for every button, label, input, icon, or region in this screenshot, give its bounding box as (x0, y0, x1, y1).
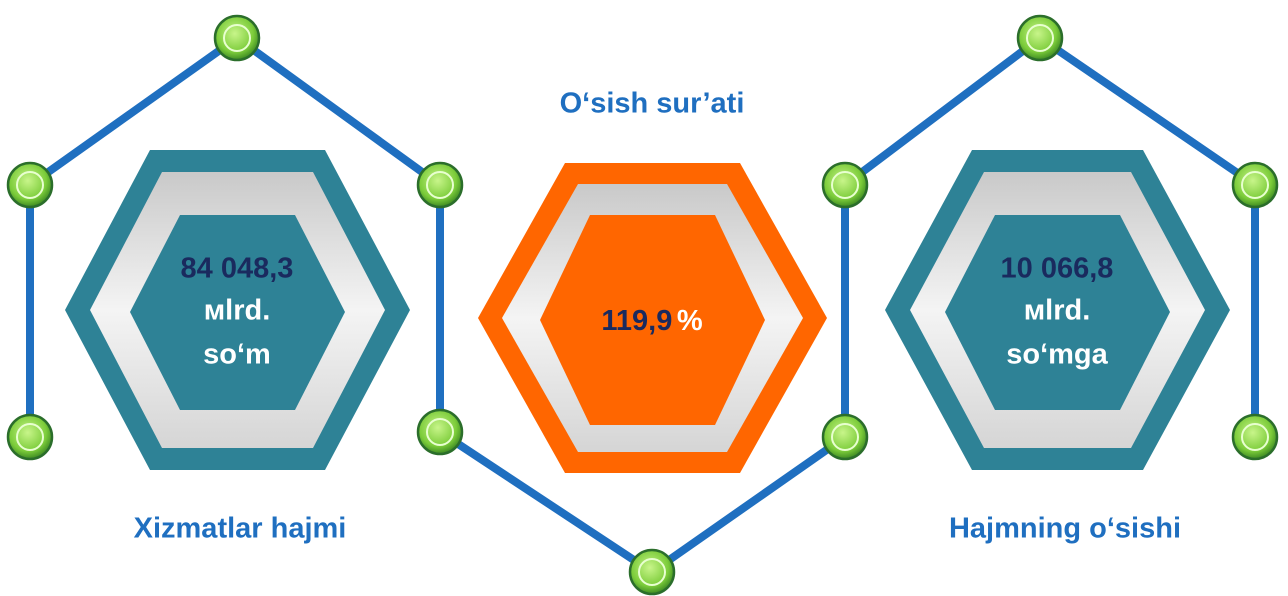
unit: % (677, 305, 703, 337)
value-text: 119,9 % (601, 305, 702, 337)
unit: so‘mga (1006, 339, 1108, 371)
hexagon-right (885, 150, 1230, 470)
label: O‘sish sur’ati (560, 88, 745, 120)
unit: so‘m (203, 339, 271, 371)
value: 84 048,3 (181, 253, 294, 285)
hexagon-left (65, 150, 410, 470)
nodes (6, 14, 1279, 596)
unit: мlrd. (204, 295, 271, 327)
label: Xizmatlar hajmi (134, 513, 347, 545)
hexagon-center (478, 163, 827, 473)
unit: мlrd. (1024, 295, 1091, 327)
label: Hajmning o‘sishi (949, 513, 1181, 545)
value: 119,9 (601, 305, 672, 337)
value: 10 066,8 (1001, 253, 1114, 285)
